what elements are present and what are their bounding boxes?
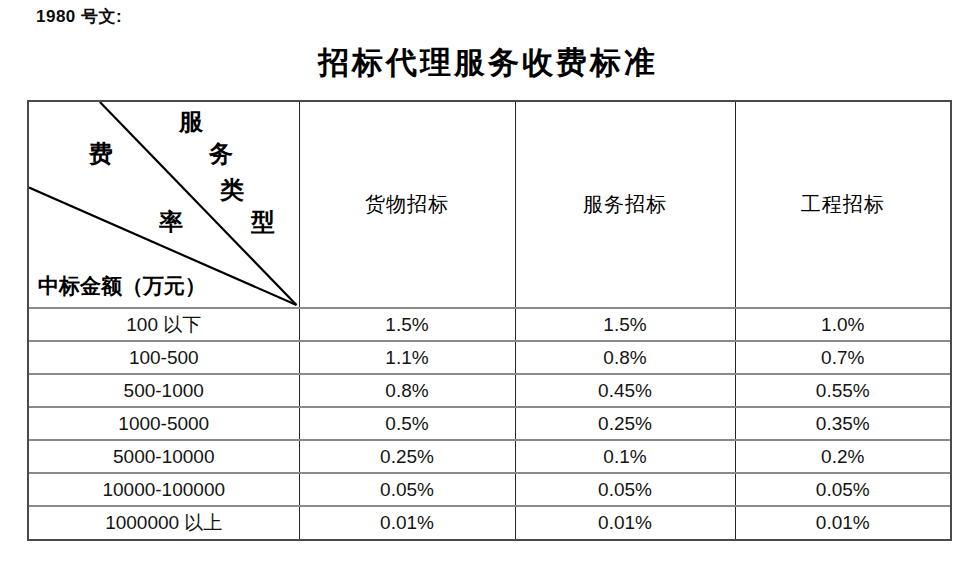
rate-cell: 0.05% <box>735 473 950 506</box>
rate-cell: 0.8% <box>299 374 515 407</box>
rate-cell: 0.2% <box>735 440 950 473</box>
rate-cell: 1.5% <box>515 308 735 341</box>
amount-range-cell: 5000-10000 <box>29 440 299 473</box>
table-header-row: 费 率 服 务 类 型 中标金额（万元） 货物招标 服务招标 工程招标 <box>29 102 950 308</box>
rate-cell: 0.55% <box>735 374 950 407</box>
table-row: 500-1000 0.8% 0.45% 0.55% <box>29 374 950 407</box>
corner-rate-char: 率 <box>159 210 183 234</box>
document-page: 1980 号文: 招标代理服务收费标准 费 率 <box>0 0 976 581</box>
table-row: 100 以下 1.5% 1.5% 1.0% <box>29 308 950 341</box>
table-row: 1000000 以上 0.01% 0.01% 0.01% <box>29 506 950 539</box>
rate-cell: 0.01% <box>515 506 735 539</box>
rate-cell: 0.8% <box>515 341 735 374</box>
column-header-services: 服务招标 <box>515 102 735 308</box>
rate-cell: 0.01% <box>735 506 950 539</box>
rate-cell: 0.45% <box>515 374 735 407</box>
corner-service-char: 务 <box>209 142 233 166</box>
rate-cell: 0.05% <box>299 473 515 506</box>
corner-service-char: 类 <box>220 178 244 202</box>
rate-cell: 0.35% <box>735 407 950 440</box>
document-title: 招标代理服务收费标准 <box>0 42 976 84</box>
rate-cell: 0.7% <box>735 341 950 374</box>
corner-fee-char: 费 <box>89 142 113 166</box>
column-header-goods: 货物招标 <box>299 102 515 308</box>
rate-cell: 0.5% <box>299 407 515 440</box>
rate-cell: 0.01% <box>299 506 515 539</box>
amount-range-cell: 1000-5000 <box>29 407 299 440</box>
doc-number-label: 1980 号文: <box>36 5 122 28</box>
amount-range-cell: 10000-100000 <box>29 473 299 506</box>
corner-service-char: 服 <box>179 110 203 134</box>
table-row: 1000-5000 0.5% 0.25% 0.35% <box>29 407 950 440</box>
amount-range-cell: 100-500 <box>29 341 299 374</box>
corner-amount-label: 中标金额（万元） <box>38 274 206 299</box>
table-row: 10000-100000 0.05% 0.05% 0.05% <box>29 473 950 506</box>
rate-cell: 0.1% <box>515 440 735 473</box>
amount-range-cell: 1000000 以上 <box>29 506 299 539</box>
column-header-engineering: 工程招标 <box>735 102 950 308</box>
fee-table: 费 率 服 务 类 型 中标金额（万元） 货物招标 服务招标 工程招标 100 … <box>29 102 950 539</box>
rate-cell: 1.0% <box>735 308 950 341</box>
amount-range-cell: 100 以下 <box>29 308 299 341</box>
amount-range-cell: 500-1000 <box>29 374 299 407</box>
corner-header-cell: 费 率 服 务 类 型 中标金额（万元） <box>29 102 299 308</box>
fee-table-container: 费 率 服 务 类 型 中标金额（万元） 货物招标 服务招标 工程招标 100 … <box>27 100 952 541</box>
rate-cell: 0.25% <box>515 407 735 440</box>
rate-cell: 1.5% <box>299 308 515 341</box>
corner-service-char: 型 <box>251 210 275 234</box>
rate-cell: 0.05% <box>515 473 735 506</box>
rate-cell: 0.25% <box>299 440 515 473</box>
table-row: 100-500 1.1% 0.8% 0.7% <box>29 341 950 374</box>
rate-cell: 1.1% <box>299 341 515 374</box>
table-row: 5000-10000 0.25% 0.1% 0.2% <box>29 440 950 473</box>
